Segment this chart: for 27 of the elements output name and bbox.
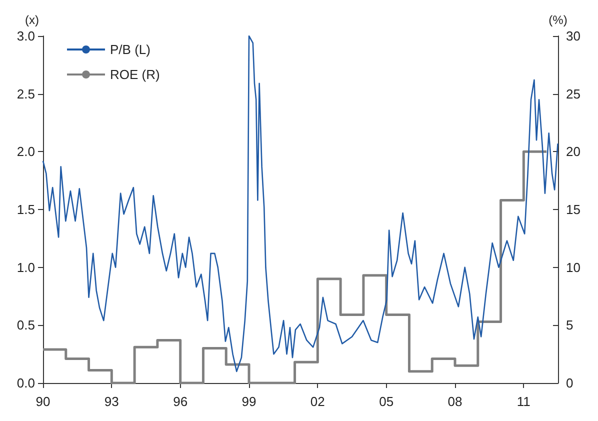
x-tick-label: 99 xyxy=(242,394,256,409)
x-tick-label: 90 xyxy=(36,394,50,409)
y2-tick-label: 30 xyxy=(566,28,580,44)
y-tick-label: 0.5 xyxy=(16,318,35,333)
y-tick-label: 1.0 xyxy=(16,260,35,275)
y-axis-title: (x) xyxy=(25,13,39,27)
y2-tick-label: 25 xyxy=(566,86,580,102)
y-tick-label: 1.5 xyxy=(16,202,35,217)
x-tick-label: 11 xyxy=(516,394,530,409)
x-tick-label: 93 xyxy=(104,394,119,409)
y2-axis-title: (%) xyxy=(548,13,568,27)
y2-tick-label: 20 xyxy=(566,144,580,160)
y-tick-label: 2.5 xyxy=(16,86,35,102)
y-tick-label: 3.0 xyxy=(16,28,35,44)
y2-tick-label: 5 xyxy=(566,318,574,333)
x-tick-label: 08 xyxy=(448,394,462,409)
line-series xyxy=(42,35,558,372)
legend-label: ROE (R) xyxy=(110,67,160,82)
y-tick-label: 2.0 xyxy=(16,144,35,160)
x-tick-label: 96 xyxy=(173,394,188,409)
y-tick-label: 0.0 xyxy=(16,376,35,390)
x-tick-label: 05 xyxy=(379,394,394,409)
legend-label: P/B (L) xyxy=(110,42,150,57)
y2-tick-label: 0 xyxy=(566,376,574,390)
x-tick-label: 02 xyxy=(310,394,325,409)
y2-tick-label: 15 xyxy=(566,202,580,217)
y2-tick-label: 10 xyxy=(566,260,580,275)
